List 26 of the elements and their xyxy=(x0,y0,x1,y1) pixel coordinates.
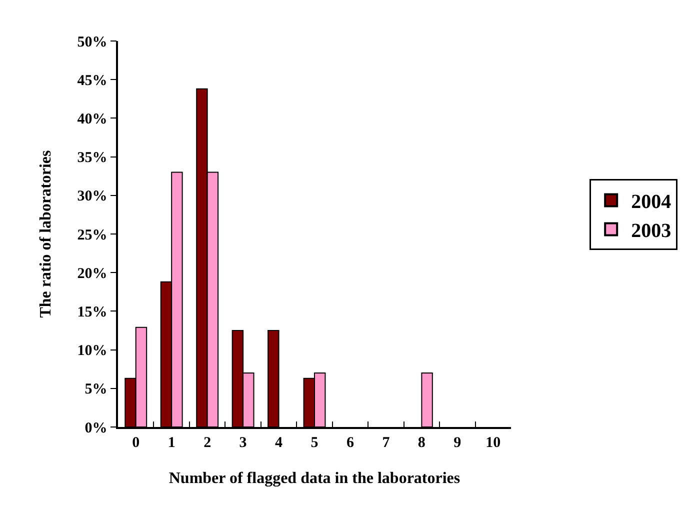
x-tick-label: 9 xyxy=(454,434,462,451)
y-tick-label: 15% xyxy=(77,304,108,320)
legend-label: 2003 xyxy=(631,220,672,242)
x-tick-label: 7 xyxy=(382,434,390,451)
x-tick-label: 1 xyxy=(168,434,176,451)
y-axis-title: The ratio of laboratories xyxy=(38,150,55,318)
x-tick-label: 2 xyxy=(204,434,212,451)
y-tick-label: 50% xyxy=(77,34,108,50)
x-tick-label: 10 xyxy=(486,434,501,451)
y-tick-label: 20% xyxy=(77,266,108,282)
y-tick-label: 10% xyxy=(77,343,108,360)
x-tick-label: 8 xyxy=(418,434,426,451)
x-tick-label: 5 xyxy=(310,434,318,451)
y-tick-label: 5% xyxy=(84,382,108,398)
y-tick-label: 30% xyxy=(77,188,108,205)
y-tick-label: 40% xyxy=(77,111,108,128)
x-tick-label: 3 xyxy=(239,434,247,451)
legend-label: 2004 xyxy=(631,191,672,213)
y-tick-label: 45% xyxy=(77,72,108,89)
x-tick-label: 4 xyxy=(275,434,284,451)
x-axis-title: Number of flagged data in the laboratories xyxy=(168,470,460,487)
y-tick-label: 35% xyxy=(77,150,108,166)
y-tick-label: 25% xyxy=(77,227,108,244)
x-tick-label: 0 xyxy=(132,434,140,451)
y-tick-label: 0% xyxy=(84,420,108,436)
x-tick-label: 6 xyxy=(346,434,354,451)
